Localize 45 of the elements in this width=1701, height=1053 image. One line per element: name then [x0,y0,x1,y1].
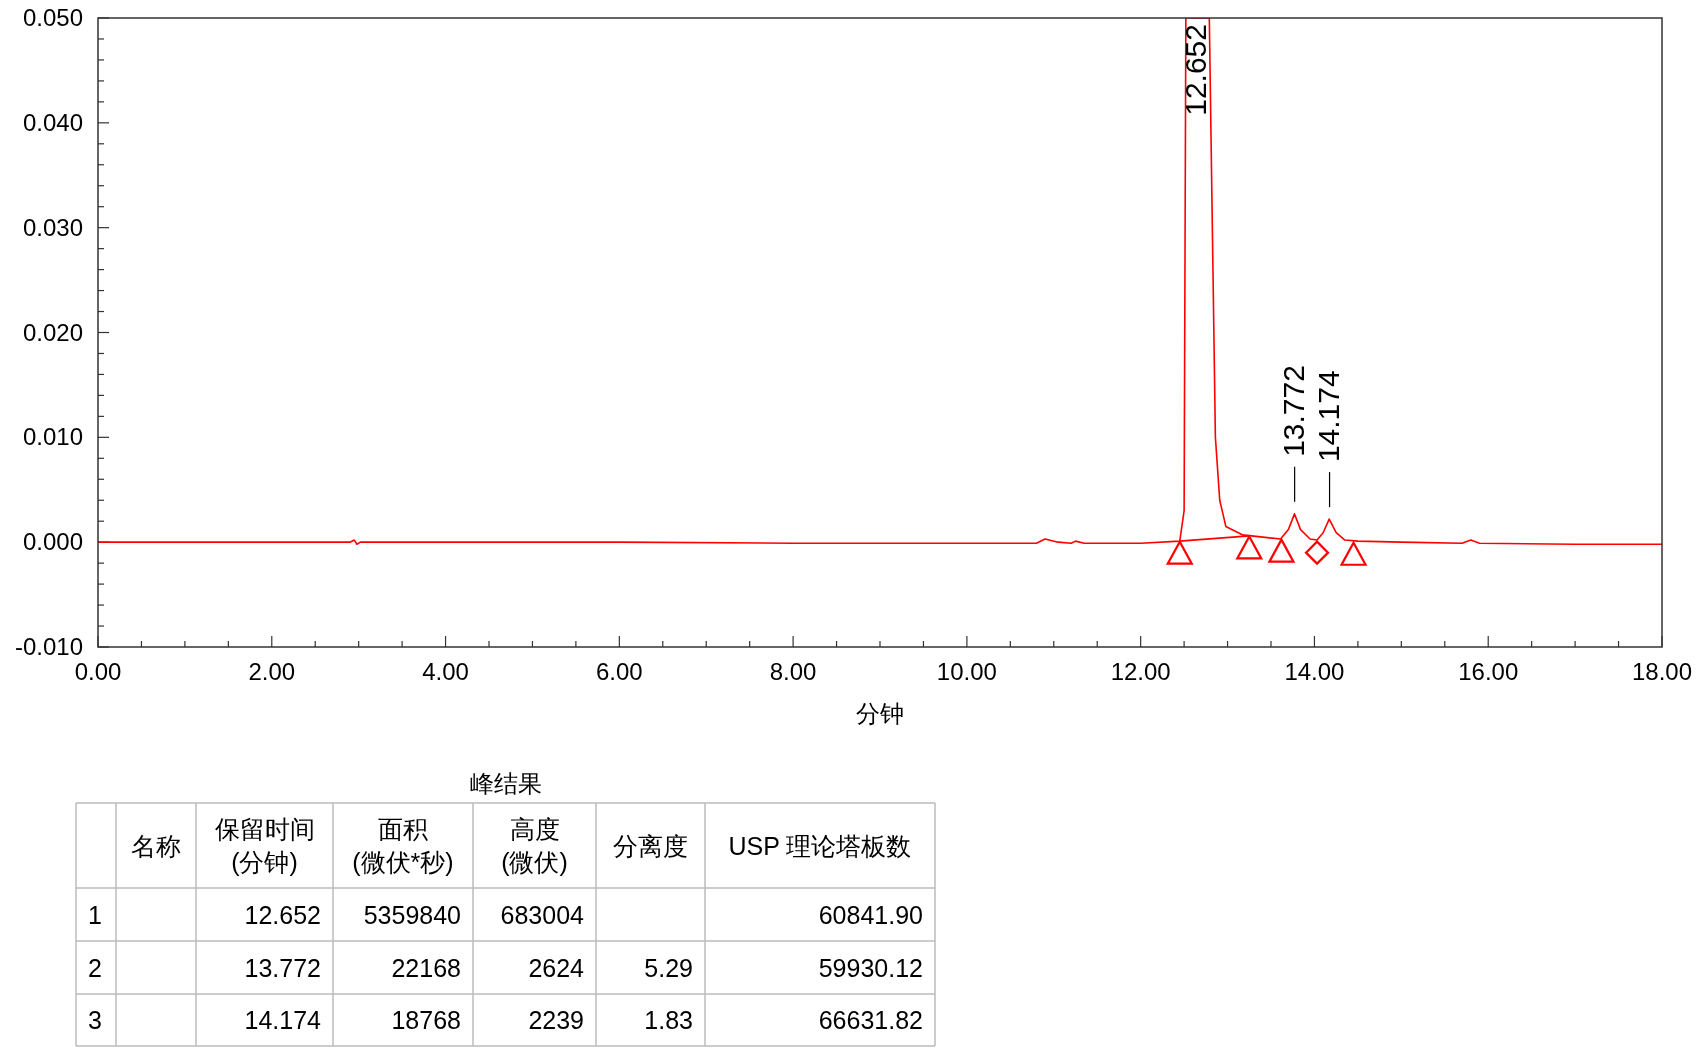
x-axis-title: 分钟 [856,700,904,727]
text: 5359840 [363,900,461,929]
text: 3 [88,1006,102,1034]
text: 高度 (微伏) [501,815,568,876]
text: 1.83 [644,1006,693,1034]
annotation: 13.772 [1276,365,1310,457]
text: 66631.82 [818,1006,923,1034]
text: 2624 [528,953,585,982]
x-tick-label: 6.00 [595,658,643,685]
text: 分离度 [613,831,688,860]
annotation: 12.652 [1179,24,1213,116]
x-tick-label: 2.00 [248,658,296,685]
text: 面积 (微伏*秒) [352,815,454,876]
y-tick-label: 0.020 [22,318,83,346]
y-tick-label: -0.010 [14,633,83,660]
x-tick-label: 16.00 [1458,658,1519,685]
text: 2 [88,953,102,982]
x-tick-label: 14.00 [1284,658,1345,685]
y-tick-label: 0.050 [22,4,83,31]
text: 22168 [391,953,461,982]
x-tick-label: 18.00 [1631,658,1693,685]
y-tick-label: 0.040 [22,108,83,136]
text: 14.174 [244,1006,322,1034]
text: 峰结果 [469,770,542,797]
text: 5.29 [644,953,693,982]
y-tick-label: 0.030 [22,213,83,241]
text: 59930.12 [818,953,923,982]
x-tick-label: 12.00 [1110,658,1171,685]
x-tick-label: 10.00 [936,658,997,685]
x-tick-label: 0.00 [74,658,122,685]
text: 1 [88,900,102,929]
x-tick-label: 4.00 [422,658,469,685]
text: 18768 [391,1006,461,1034]
text: 保留时间 (分钟) [214,815,315,876]
text: 2239 [528,1006,584,1034]
text: 12.652 [244,900,321,929]
y-tick-label: 0.010 [22,423,83,451]
annotation: 14.174 [1311,370,1345,463]
text: 名称 [131,831,181,860]
text: USP 理论塔板数 [728,831,912,860]
text: 13.772 [244,953,321,982]
x-tick-label: 8.00 [769,658,817,685]
y-tick-label: 0.000 [22,528,83,556]
text: 60841.90 [818,900,923,929]
text: 683004 [500,900,585,929]
